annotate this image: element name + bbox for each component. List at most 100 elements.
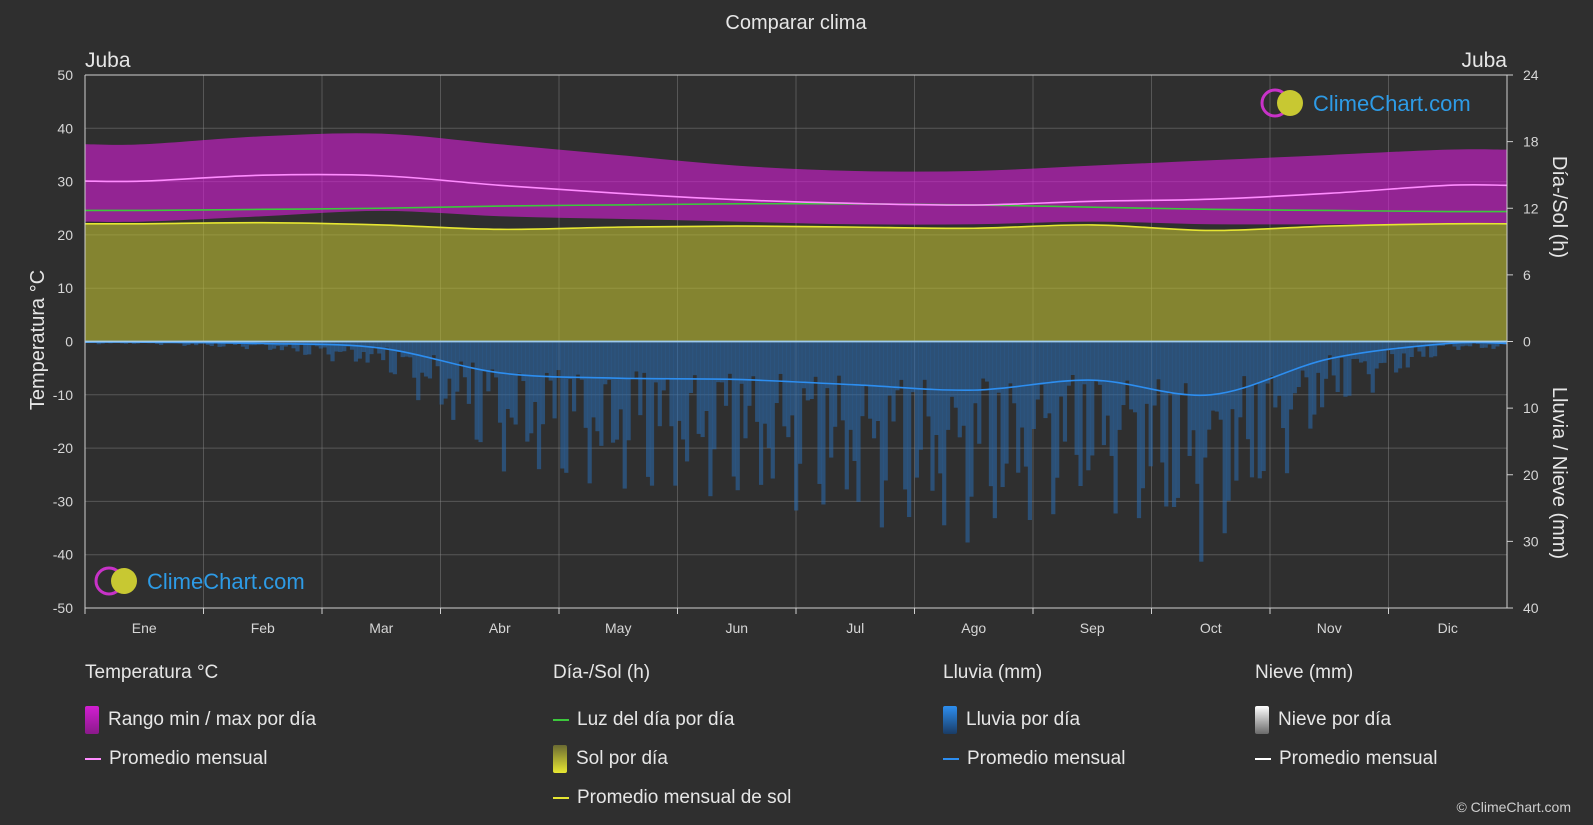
rain-day-bar (1292, 341, 1297, 394)
rain-day-bar (907, 341, 912, 518)
rain-day-bar (388, 341, 394, 373)
rain-day-bar (416, 341, 421, 401)
rain-day-bar (903, 341, 908, 490)
rain-day-bar (1468, 341, 1473, 347)
rain-day-bar (895, 341, 900, 391)
rain-day-bar (848, 341, 853, 430)
right-axis-bottom-label: Lluvia / Nieve (mm) (1548, 387, 1570, 559)
rain-day-bar (474, 341, 479, 440)
rain-day-bar (723, 341, 729, 406)
rain-day-bar (739, 341, 744, 384)
rain-swatch-icon (943, 705, 957, 734)
rain-day-bar (400, 341, 405, 358)
line-swatch-icon (553, 718, 569, 721)
rain-day-bar (568, 341, 573, 380)
legend-item: Nieve por día (1255, 700, 1437, 739)
rain-day-bar (669, 341, 674, 427)
location-left: Juba (85, 49, 131, 72)
rain-day-bar (1051, 341, 1056, 515)
legend-snow: Nieve (mm) Nieve por día Promedio mensua… (1255, 662, 1437, 778)
rain-day-bar (420, 341, 425, 373)
rain-day-bar (1101, 341, 1107, 446)
rain-day-bar (790, 341, 795, 416)
x-tick-label: Nov (1317, 620, 1342, 636)
rain-day-bar (712, 341, 717, 450)
rain-day-bar (1148, 341, 1153, 467)
rain-day-bar (435, 341, 440, 367)
rain-day-bar (801, 341, 807, 389)
rain-day-bar (755, 341, 760, 422)
sun-area (85, 222, 1507, 342)
rain-day-bar (852, 341, 857, 461)
rain-day-bar (564, 341, 569, 473)
rain-day-bar (217, 341, 222, 347)
rain-day-bar (649, 341, 655, 486)
rain-day-bar (1012, 341, 1017, 404)
rain-day-bar (677, 341, 682, 421)
rain-day-bar (1316, 341, 1321, 373)
rain-day-bar (1432, 341, 1438, 357)
legend-snow-title: Nieve (mm) (1255, 662, 1354, 683)
rain-day-bar (1386, 341, 1391, 351)
legend-item: Luz del día por día (553, 700, 791, 739)
right-top-tick-label: 18 (1523, 134, 1539, 150)
rain-day-bar (1125, 341, 1130, 381)
right-bottom-tick-label: 10 (1523, 400, 1539, 416)
rain-day-bar (1136, 341, 1142, 519)
rain-day-bar (661, 341, 666, 391)
rain-day-bar (1452, 341, 1457, 347)
rain-day-bar (1020, 341, 1025, 428)
rain-day-bar (1129, 341, 1134, 410)
x-tick-label: Dic (1438, 620, 1458, 636)
right-top-tick-label: 0 (1523, 334, 1531, 350)
watermark-top: ClimeChart.com (1260, 88, 1471, 118)
rain-day-bar (965, 341, 970, 543)
line-swatch-icon (1255, 757, 1271, 760)
rain-day-bar (1429, 341, 1434, 358)
rain-day-bar (774, 341, 779, 404)
temperature-average-line (84, 173, 1508, 206)
legend-sun-title: Día-/Sol (h) (553, 662, 651, 683)
rain-day-bar (439, 341, 444, 405)
rain-day-bar (864, 341, 869, 385)
rain-day-bar (1207, 341, 1212, 430)
rain-day-bar (805, 341, 810, 401)
rain-day-bar (809, 341, 814, 400)
rain-day-bar (1109, 341, 1114, 456)
rain-day-bar (1281, 341, 1286, 429)
x-tick-label: Ago (961, 620, 986, 636)
line-swatch-icon (553, 796, 569, 799)
rain-day-bar (408, 341, 413, 358)
rain-day-bar (244, 341, 249, 350)
rain-day-bar (501, 341, 507, 472)
rain-day-bar (307, 341, 312, 355)
legend-label: Promedio mensual (109, 747, 268, 769)
rain-day-bar (1479, 341, 1484, 348)
legend-sun: Día-/Sol (h) Luz del día por día Sol por… (553, 662, 791, 817)
rain-day-bar (1171, 341, 1177, 508)
rain-day-bar (303, 341, 308, 355)
rain-day-bar (938, 341, 943, 474)
rain-day-bar (704, 341, 709, 411)
left-tick-label: 0 (65, 334, 73, 350)
daylight-line (84, 202, 1508, 213)
rain-day-bar (209, 341, 214, 347)
rain-day-bar (1156, 341, 1161, 380)
rain-day-bar (778, 341, 783, 374)
rain-day-bar (614, 341, 620, 440)
rain-day-bar (1035, 341, 1040, 400)
rain-day-bar (735, 341, 740, 491)
rain-day-bar (1043, 341, 1048, 419)
rain-day-bar (914, 341, 920, 478)
rain-day-bar (1187, 341, 1192, 456)
rain-day-bar (536, 341, 542, 470)
legend-label: Promedio mensual (1279, 747, 1438, 769)
rain-day-bar (392, 341, 397, 375)
rain-day-bar (681, 341, 686, 440)
rain-day-bar (1195, 341, 1200, 484)
line-swatch-icon (943, 757, 959, 760)
rain-day-bar (1218, 341, 1223, 420)
left-axis-label: Temperatura °C (27, 270, 49, 410)
rain-day-bar (272, 341, 277, 349)
rain-day-bar (1203, 341, 1208, 458)
